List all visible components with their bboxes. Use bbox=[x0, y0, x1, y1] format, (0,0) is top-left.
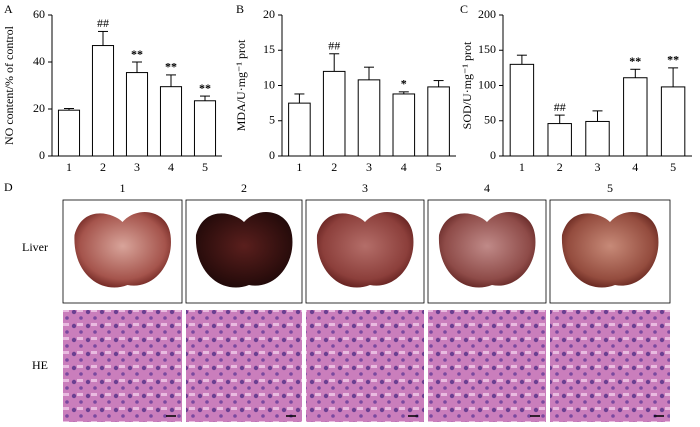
significance-mark: ** bbox=[165, 60, 177, 74]
he-stain-photo bbox=[550, 310, 670, 422]
column-label: 3 bbox=[362, 181, 368, 195]
significance-mark: ## bbox=[554, 100, 566, 114]
panel-label: C bbox=[460, 2, 468, 16]
significance-mark: ## bbox=[328, 39, 340, 53]
x-tick-label: 4 bbox=[168, 160, 174, 174]
liver-photo bbox=[561, 212, 659, 288]
bar bbox=[322, 70, 346, 157]
y-tick-label: 150 bbox=[478, 42, 496, 56]
bar bbox=[585, 120, 610, 157]
bar bbox=[660, 86, 686, 157]
he-stain-photo bbox=[186, 310, 302, 422]
x-tick-label: 1 bbox=[66, 160, 72, 174]
x-tick-label: 2 bbox=[100, 160, 106, 174]
significance-mark: * bbox=[401, 77, 407, 91]
y-tick-label: 15 bbox=[263, 42, 275, 56]
panel-label: A bbox=[4, 2, 13, 16]
bar bbox=[357, 79, 381, 157]
column-label: 5 bbox=[607, 181, 613, 195]
y-tick-label: 100 bbox=[478, 77, 496, 91]
bar bbox=[623, 77, 648, 157]
x-tick-label: 4 bbox=[632, 160, 638, 174]
column-label: 4 bbox=[484, 181, 490, 195]
x-tick-label: 5 bbox=[436, 160, 442, 174]
bar bbox=[547, 123, 572, 157]
x-tick-label: 3 bbox=[134, 160, 140, 174]
x-tick-label: 2 bbox=[331, 160, 337, 174]
liver-photo bbox=[195, 212, 293, 288]
x-tick-label: 1 bbox=[519, 160, 525, 174]
y-tick-label: 40 bbox=[33, 54, 45, 68]
column-label: 1 bbox=[120, 181, 126, 195]
bar bbox=[427, 86, 450, 157]
significance-mark: ## bbox=[97, 16, 109, 30]
column-label: 2 bbox=[241, 181, 247, 195]
bar bbox=[91, 45, 115, 157]
he-stain-photo bbox=[306, 310, 424, 422]
y-axis-label: NO content/% of control bbox=[2, 25, 16, 145]
y-tick-label: 20 bbox=[263, 7, 275, 21]
x-tick-label: 1 bbox=[296, 160, 302, 174]
panel-d: D Liver HE bbox=[4, 180, 48, 372]
bar bbox=[392, 93, 416, 157]
panel-label: D bbox=[4, 180, 13, 194]
x-tick-label: 5 bbox=[202, 160, 208, 174]
y-tick-label: 10 bbox=[263, 77, 275, 91]
bar bbox=[159, 86, 183, 157]
liver-photo bbox=[316, 212, 414, 288]
row-label: Liver bbox=[22, 240, 48, 254]
y-tick-label: 0 bbox=[39, 148, 45, 162]
he-stain-photo bbox=[428, 310, 546, 422]
x-tick-label: 3 bbox=[595, 160, 601, 174]
x-tick-label: 5 bbox=[670, 160, 676, 174]
bar bbox=[193, 100, 217, 157]
significance-mark: ** bbox=[199, 81, 211, 95]
panel-label: B bbox=[236, 2, 244, 16]
y-tick-label: 0 bbox=[490, 148, 496, 162]
significance-mark: ** bbox=[131, 47, 143, 61]
y-tick-label: 60 bbox=[33, 7, 45, 21]
significance-mark: ** bbox=[629, 54, 641, 68]
y-tick-label: 0 bbox=[269, 148, 275, 162]
x-tick-label: 2 bbox=[557, 160, 563, 174]
liver-photo bbox=[438, 212, 536, 288]
bar bbox=[288, 102, 311, 157]
y-axis-label: SOD/U·mg⁻¹ prot bbox=[460, 41, 474, 129]
y-tick-label: 20 bbox=[33, 101, 45, 115]
liver-photo bbox=[74, 212, 171, 288]
y-tick-label: 5 bbox=[269, 113, 275, 127]
x-tick-label: 3 bbox=[366, 160, 372, 174]
y-tick-label: 200 bbox=[478, 7, 496, 21]
he-stain-photo bbox=[63, 310, 182, 422]
y-tick-label: 50 bbox=[484, 113, 496, 127]
bar bbox=[509, 63, 535, 157]
bar bbox=[57, 109, 81, 157]
row-label: HE bbox=[32, 358, 48, 372]
significance-mark: ** bbox=[667, 53, 679, 67]
x-tick-label: 4 bbox=[401, 160, 407, 174]
y-axis-label: MDA/U·mg⁻¹ prot bbox=[234, 39, 248, 131]
bar bbox=[125, 72, 149, 157]
